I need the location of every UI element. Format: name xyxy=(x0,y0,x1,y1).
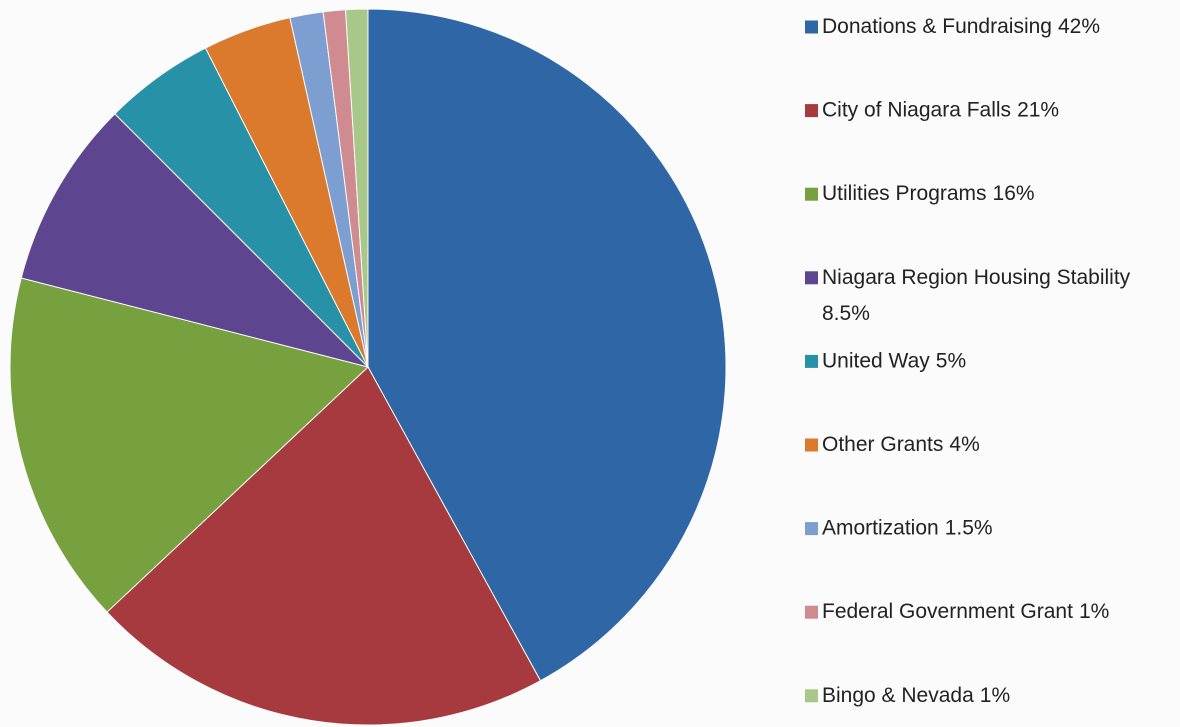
pie-slice xyxy=(106,366,542,726)
legend-label: Bingo & Nevada 1% xyxy=(822,683,1010,706)
legend-swatch xyxy=(805,271,818,285)
legend-label: Federal Government Grant 1% xyxy=(822,600,1109,623)
legend-label: Donations & Fundraising 42% xyxy=(822,15,1100,38)
legend-category: United Way xyxy=(822,349,930,372)
legend-value: 1% xyxy=(1079,600,1109,623)
legend-category: Donations & Fundraising xyxy=(822,15,1052,38)
pie-slice xyxy=(344,8,369,368)
legend-swatch xyxy=(805,187,818,201)
legend-swatch xyxy=(805,605,818,619)
legend-label: Other Grants 4% xyxy=(822,433,980,456)
legend-label: United Way 5% xyxy=(822,349,966,372)
legend-swatch xyxy=(805,20,818,34)
legend-label: Amortization 1.5% xyxy=(822,516,993,539)
legend-swatch xyxy=(805,354,818,368)
legend-category: Amortization xyxy=(822,516,939,539)
legend-value: 1.5% xyxy=(945,516,993,539)
legend-category: Utilities Programs xyxy=(822,182,987,205)
legend-swatch xyxy=(805,104,818,118)
pie-slice xyxy=(9,277,370,613)
legend-category: Federal Government Grant xyxy=(822,600,1073,623)
legend-label: City of Niagara Falls 21% xyxy=(822,98,1059,121)
legend-category: Other Grants xyxy=(822,433,943,456)
legend-value: 5% xyxy=(936,349,966,372)
legend-value: 4% xyxy=(949,433,979,456)
legend-value: 16% xyxy=(993,182,1035,205)
legend-value: 21% xyxy=(1017,98,1059,121)
legend-category: Bingo & Nevada xyxy=(822,683,974,706)
legend-swatch xyxy=(805,522,818,536)
legend-category: Niagara Region Housing Stability xyxy=(822,265,1131,288)
legend-value: 42% xyxy=(1058,15,1100,38)
legend-swatch xyxy=(805,438,818,452)
legend-label: Niagara Region Housing Stability 8.5% xyxy=(822,265,1131,324)
legend-value: 1% xyxy=(980,683,1010,706)
legend-value: 8.5% xyxy=(822,301,870,324)
pie-slice xyxy=(20,113,370,368)
legend-swatch xyxy=(805,689,818,703)
legend-category: City of Niagara Falls xyxy=(822,98,1011,121)
pie-slice xyxy=(367,8,727,682)
legend-label: Utilities Programs 16% xyxy=(822,182,1035,205)
